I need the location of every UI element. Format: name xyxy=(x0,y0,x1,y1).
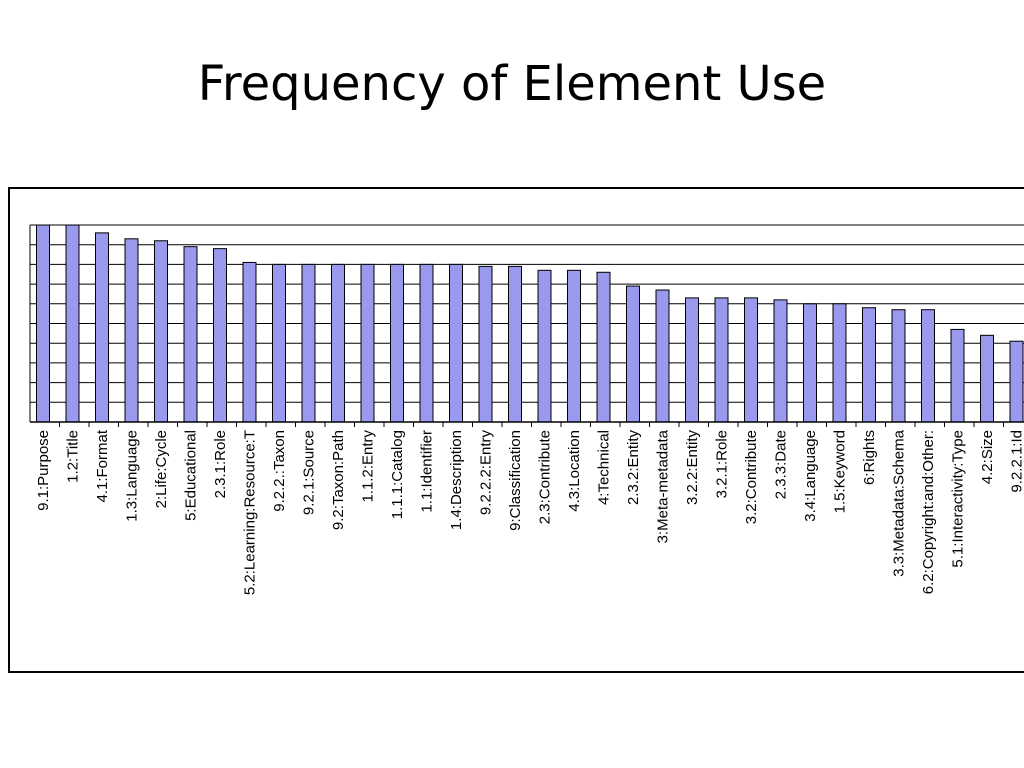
bar xyxy=(419,263,434,423)
x-tick-label: 4.3:Location xyxy=(566,430,583,512)
bar xyxy=(862,307,876,423)
x-tick-label: 9.2:Taxon:Path xyxy=(330,430,347,530)
bar xyxy=(567,269,581,423)
bar xyxy=(331,263,345,423)
x-tick-label: 2.3.2:Entity xyxy=(625,430,642,506)
slide-title: Frequency of Element Use xyxy=(197,56,827,112)
bar xyxy=(508,265,522,423)
x-tick-label: 2.3.3:Date xyxy=(773,430,790,499)
x-tick-label: 1.2:Title xyxy=(65,430,82,483)
bar xyxy=(390,263,404,423)
x-tick-label: 3.2.1:Role xyxy=(714,430,731,498)
bar xyxy=(685,297,699,423)
bar xyxy=(803,303,817,423)
bar xyxy=(360,263,375,423)
x-tick-label: 4.2:Size xyxy=(979,430,996,484)
bar xyxy=(921,309,935,423)
x-tick-label: 9.1:Purpose xyxy=(35,430,52,511)
x-tick-label: 1.1.1:Catalog xyxy=(389,430,406,519)
x-tick-label: 2:Life:Cycle xyxy=(153,430,170,508)
x-tick-label: 4.1:Format xyxy=(94,429,111,502)
bar xyxy=(95,232,109,423)
chart-frame: 9.1:Purpose 1.2:Title 4.1:Format 1.3:Langua… xyxy=(8,187,1024,673)
x-tick-label: 9.2.2.1:Id xyxy=(1009,430,1024,493)
bar xyxy=(242,261,257,423)
bar xyxy=(272,263,286,423)
bar xyxy=(655,289,670,423)
x-tick-label: 9.2.1:Source xyxy=(301,430,318,515)
x-tick-label: 9.2.2.:Taxon xyxy=(271,430,288,512)
x-tick-label: 3:Meta-metadata xyxy=(655,429,672,543)
bar xyxy=(478,265,493,423)
bar xyxy=(213,248,227,423)
x-tick-label: 3.2.2:Entity xyxy=(684,430,701,506)
bar xyxy=(301,263,316,423)
bar xyxy=(537,269,552,423)
x-tick-label: 9:Classification xyxy=(507,430,524,531)
bar xyxy=(626,285,640,423)
bar xyxy=(596,271,611,423)
x-tick-label: 1.1:Identifier xyxy=(419,430,436,513)
x-tick-label: 6.2:Copyright:and:Other: xyxy=(920,430,937,594)
x-tick-label: 4:Technical xyxy=(596,430,613,505)
x-tick-label: 9.2.2.2:Entry xyxy=(478,430,495,516)
x-tick-label: 1.1.2:Entry xyxy=(360,430,377,503)
bar xyxy=(1009,340,1024,423)
x-tick-label: 2.3.1:Role xyxy=(212,430,229,498)
x-tick-label: 3.4:Language xyxy=(802,430,819,522)
bar xyxy=(154,240,168,423)
bar xyxy=(36,224,50,423)
x-tick-label: 5.2:Learning:Resource:T xyxy=(242,430,259,595)
bar xyxy=(832,303,847,423)
x-tick-label: 1.3:Language xyxy=(124,430,141,522)
x-tick-label: 5:Educational xyxy=(183,430,200,521)
bar xyxy=(65,224,80,423)
bar xyxy=(891,309,906,423)
x-tick-label: 5.1:Interactivity:Type xyxy=(950,430,967,568)
bar xyxy=(124,238,139,423)
bar xyxy=(744,297,758,423)
bar xyxy=(950,328,965,423)
bar xyxy=(714,297,729,423)
x-tick-label: 1.4:Description xyxy=(448,430,465,530)
bar-chart: 9.1:Purpose 1.2:Title 4.1:Format 1.3:Langua… xyxy=(29,224,1024,595)
bar xyxy=(773,299,788,423)
x-tick-label: 6:Rights xyxy=(861,430,878,485)
bar xyxy=(980,334,994,423)
x-tick-label: 1.5:Keyword xyxy=(832,430,849,513)
x-tick-label: 2.3:Contribute xyxy=(537,430,554,524)
bar xyxy=(449,263,463,423)
x-tick-label: 3.2:Contribute xyxy=(743,430,760,524)
x-tick-label: 3.3:Metadata:Schema xyxy=(891,429,908,576)
bar xyxy=(183,246,198,423)
